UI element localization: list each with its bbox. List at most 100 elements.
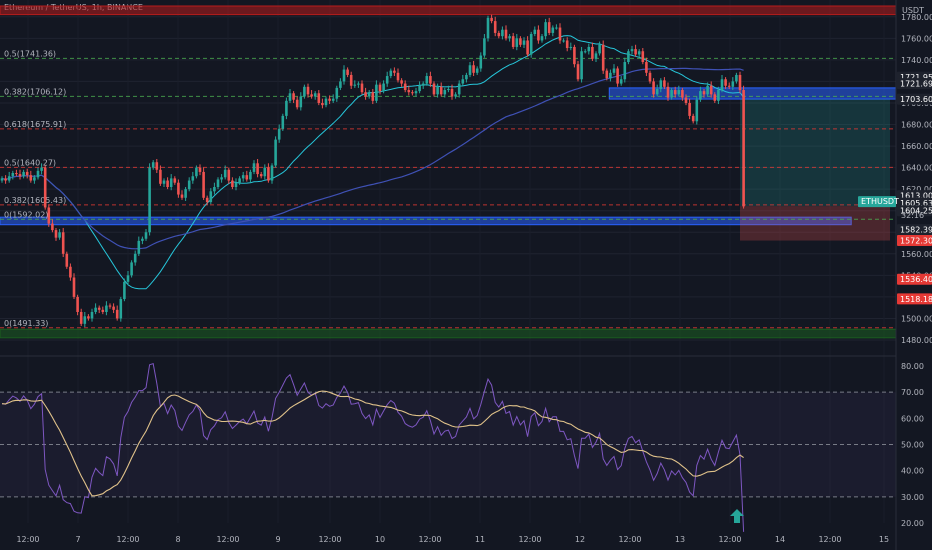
- price-tag-label: 1518.18: [900, 295, 932, 304]
- candle-body: [630, 49, 634, 52]
- candle-body: [738, 74, 742, 91]
- candle-body: [231, 180, 234, 188]
- candle-body: [591, 46, 594, 59]
- price-tick-label: 1760.00: [901, 34, 932, 43]
- candle-body: [133, 253, 137, 263]
- candle-body: [702, 91, 706, 95]
- price-tag: [897, 78, 932, 90]
- candle-body: [342, 69, 346, 82]
- candle-body: [619, 79, 623, 84]
- candle-body: [367, 92, 371, 97]
- candle-body: [396, 72, 400, 81]
- candle-body: [119, 299, 123, 319]
- candle-body: [328, 98, 331, 101]
- candle-body: [292, 93, 295, 100]
- candle-body: [511, 36, 515, 47]
- candle-body: [159, 169, 162, 184]
- rsi-tick-label: 80.00: [901, 362, 924, 371]
- candle-body: [94, 307, 97, 312]
- candle-body: [742, 90, 745, 207]
- candle-body: [202, 171, 205, 198]
- candle-body: [483, 38, 486, 56]
- candle-body: [580, 51, 583, 80]
- candle-body: [547, 22, 551, 33]
- candle-body: [443, 90, 447, 95]
- candle-body: [727, 85, 731, 87]
- candle-body: [331, 98, 335, 101]
- time-tick-label: 12:00: [216, 535, 239, 544]
- price-tag-label: 1572.30: [900, 237, 932, 246]
- price-tag-label: 1604.25: [900, 207, 932, 216]
- candle-body: [144, 232, 148, 239]
- time-tick-label: 12:00: [418, 535, 441, 544]
- candle-body: [274, 139, 277, 166]
- fib-level-label: 0.618(1675.91): [4, 120, 66, 129]
- candle-body: [317, 93, 321, 103]
- candle-body: [421, 83, 425, 86]
- candle-body: [393, 70, 396, 73]
- candle-body: [213, 187, 216, 192]
- candle-body: [565, 40, 569, 49]
- time-tick-label: 13: [675, 535, 685, 544]
- candle-body: [706, 85, 709, 95]
- candle-body: [605, 70, 609, 79]
- candle-body: [249, 171, 252, 180]
- candle-body: [418, 85, 421, 92]
- time-tick-label: 9: [275, 535, 280, 544]
- candle-body: [195, 167, 198, 177]
- candle-body: [490, 17, 493, 22]
- candle-body: [479, 55, 483, 69]
- candle-body: [529, 34, 533, 55]
- candle-body: [497, 32, 501, 37]
- candle-body: [522, 40, 526, 45]
- candle-body: [238, 178, 241, 183]
- candle-body: [285, 100, 288, 116]
- candle-body: [562, 40, 565, 42]
- candle-body: [137, 240, 141, 254]
- candle-body: [22, 171, 25, 177]
- candle-body: [162, 180, 166, 184]
- time-tick-label: 12:00: [518, 535, 541, 544]
- candle-body: [83, 316, 87, 324]
- time-tick-label: 14: [775, 535, 785, 544]
- candle-body: [11, 173, 15, 177]
- candle-body: [7, 176, 11, 181]
- candle-body: [277, 128, 281, 140]
- candle-body: [378, 84, 382, 92]
- candle-body: [321, 102, 324, 106]
- price-tag-label: 1721.69: [900, 80, 932, 89]
- candle-body: [69, 266, 72, 278]
- candle-body: [519, 38, 522, 45]
- candle-body: [65, 253, 69, 267]
- candle-body: [540, 36, 544, 41]
- candle-body: [623, 62, 627, 80]
- candle-body: [105, 305, 108, 312]
- candle-body: [18, 174, 22, 177]
- candle-body: [389, 70, 393, 77]
- time-tick-label: 12:00: [116, 535, 139, 544]
- candle-body: [47, 207, 51, 224]
- candle-body: [256, 163, 259, 175]
- supply-zone: [608, 87, 897, 100]
- candle-body: [533, 29, 537, 35]
- candle-body: [436, 86, 439, 95]
- candle-body: [403, 83, 407, 91]
- price-tick-label: 1680.00: [901, 121, 932, 130]
- candle-body: [112, 306, 115, 310]
- candle-body: [303, 86, 306, 97]
- candle-body: [288, 93, 292, 101]
- candle-body: [475, 68, 479, 73]
- candle-body: [339, 81, 342, 88]
- candle-body: [465, 74, 468, 80]
- candle-body: [673, 90, 677, 95]
- candle-body: [216, 179, 220, 188]
- rsi-tick-label: 40.00: [901, 467, 924, 476]
- candle-body: [508, 36, 511, 39]
- position-stop-area: [740, 206, 890, 241]
- price-tag: [897, 293, 932, 305]
- candle-body: [155, 162, 159, 170]
- candle-body: [641, 51, 645, 63]
- candle-body: [472, 65, 475, 73]
- rsi-tick-label: 30.00: [901, 493, 924, 502]
